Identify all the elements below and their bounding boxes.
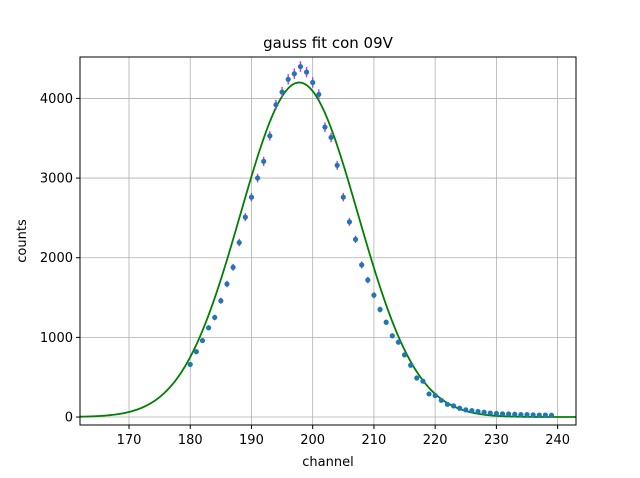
data-point: [383, 319, 389, 325]
data-point: [248, 194, 255, 200]
data-point: [536, 412, 542, 418]
data-point: [279, 89, 285, 95]
data-point: [518, 412, 524, 418]
data-point: [285, 76, 291, 82]
data-point: [322, 124, 328, 130]
plot-frame: [79, 56, 577, 426]
data-point: [303, 69, 310, 75]
data-point: [316, 91, 322, 98]
data-point: [438, 397, 444, 403]
data-point: [273, 102, 279, 108]
y-axis-label: counts: [15, 219, 30, 263]
data-point: [463, 407, 469, 413]
x-tick-label: 170: [117, 433, 142, 448]
gauss-fit-line: [79, 81, 576, 418]
x-tick-label: 210: [362, 433, 387, 448]
data-point: [205, 325, 212, 331]
data-point: [199, 337, 206, 344]
data-point: [371, 292, 377, 298]
data-point: [444, 401, 451, 407]
grid: [80, 57, 576, 425]
y-tick-label: 3000: [40, 172, 73, 187]
y-tick-label: 0: [65, 411, 73, 426]
data-point: [193, 349, 199, 355]
data-point: [236, 239, 242, 246]
x-tick-label: 220: [423, 433, 448, 448]
y-tick-label: 1000: [40, 331, 73, 346]
x-tick-label: 190: [239, 433, 264, 448]
data-point: [487, 410, 493, 416]
data-point: [242, 214, 248, 220]
data-point: [377, 306, 383, 313]
data-point: [212, 314, 218, 321]
data-point: [267, 133, 273, 139]
data-point: [499, 411, 506, 417]
data-points-layer: [187, 63, 555, 418]
data-point: [450, 403, 457, 409]
chart-title: gauss fit con 09V: [263, 34, 394, 52]
data-point: [432, 392, 438, 399]
data-point: [548, 412, 555, 418]
data-point: [310, 79, 316, 86]
ticks: 170 180 190 200 210 220 230 240 0 1000 2000 3000 400…: [40, 92, 570, 448]
data-point: [401, 352, 408, 358]
x-tick-label: 230: [484, 433, 509, 448]
data-point: [408, 362, 414, 368]
data-point: [493, 410, 499, 417]
data-point: [420, 378, 426, 384]
data-point: [346, 219, 353, 225]
data-point: [224, 281, 230, 287]
data-point: [340, 194, 346, 200]
data-point: [475, 408, 481, 415]
data-point: [218, 298, 224, 304]
x-tick-label: 240: [545, 433, 570, 448]
y-tick-label: 4000: [40, 92, 73, 107]
data-point: [297, 63, 304, 70]
y-tick-label: 2000: [40, 251, 73, 266]
data-point: [359, 262, 365, 268]
data-point: [230, 264, 236, 270]
data-point: [426, 391, 432, 397]
data-point: [328, 134, 334, 141]
data-point: [457, 405, 463, 411]
data-point: [261, 158, 267, 164]
data-point: [530, 412, 536, 418]
data-point: [187, 361, 193, 368]
data-point: [365, 277, 371, 283]
fit-layer: [79, 81, 576, 418]
data-point: [352, 236, 359, 243]
data-point: [469, 408, 475, 414]
data-point: [542, 412, 548, 418]
data-point: [524, 412, 530, 418]
x-tick-label: 180: [178, 433, 203, 448]
data-point: [334, 162, 340, 168]
x-axis-label: channel: [302, 455, 353, 470]
data-point: [395, 339, 402, 345]
data-point: [389, 333, 395, 339]
data-point: [481, 409, 487, 415]
x-tick-label: 200: [300, 433, 325, 448]
data-point: [291, 71, 297, 77]
data-point: [506, 411, 512, 417]
data-point: [512, 411, 518, 417]
data-point: [414, 375, 420, 381]
data-point: [254, 175, 261, 181]
